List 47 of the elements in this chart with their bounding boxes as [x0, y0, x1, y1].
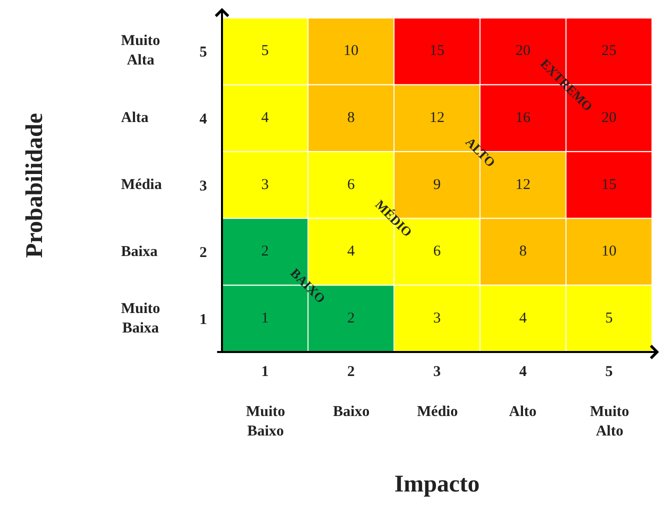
y-tick-label: 4	[200, 111, 208, 128]
text: Muito Alto	[590, 404, 630, 440]
data-label: 10	[602, 244, 616, 260]
data-label: 2	[347, 310, 355, 326]
y2-tick-label: Média	[121, 177, 162, 193]
data-label: 3	[261, 176, 269, 193]
data-label: 15	[430, 43, 444, 60]
text: Muito Baixo	[246, 404, 286, 440]
y2-tick-label: Baixa	[121, 244, 158, 260]
data-label: 20	[602, 110, 616, 126]
y2-tick-label: Muito Baixa	[121, 301, 160, 336]
data-label: 25	[602, 43, 616, 60]
text: Baixo	[333, 404, 370, 420]
data-label: 3	[433, 310, 441, 326]
data-label: 4	[261, 110, 270, 126]
y-tick-label: 5	[200, 44, 207, 61]
data-label: 5	[605, 310, 613, 326]
x-tick-label: 2	[347, 364, 355, 380]
data-label: 6	[433, 244, 442, 260]
data-label: 6	[347, 176, 356, 193]
data-label: 20	[516, 43, 530, 60]
data-label: 8	[347, 110, 355, 126]
y2-tick-label: Muito Alta	[121, 33, 160, 68]
data-label: 2	[261, 244, 269, 260]
data-label: 4	[519, 310, 528, 326]
x-tick-label: 1	[261, 364, 269, 380]
data-label: 9	[433, 176, 441, 193]
data-label: 5	[261, 43, 269, 60]
data-label: 1	[261, 310, 269, 326]
data-label: 12	[516, 176, 530, 193]
x-tick-label: 5	[605, 364, 613, 380]
y-tick-label: 2	[200, 245, 207, 262]
data-label: 4	[347, 244, 356, 260]
data-label: 15	[602, 176, 616, 193]
x-tick-label: 3	[433, 364, 441, 380]
x-axis-title: Impacto	[394, 471, 480, 498]
y-tick-label: 3	[200, 178, 207, 194]
y-tick-label: 1	[200, 312, 207, 328]
text: Médio	[417, 404, 458, 420]
y2-tick-label: Alta	[121, 110, 149, 126]
x-tick-label: 4	[519, 364, 528, 380]
data-label: 10	[344, 43, 358, 60]
text: Alto	[509, 404, 536, 420]
text: Probabilidade	[22, 112, 48, 258]
data-label: 8	[519, 244, 527, 260]
data-label: 12	[430, 110, 444, 126]
data-label: 16	[516, 110, 531, 126]
